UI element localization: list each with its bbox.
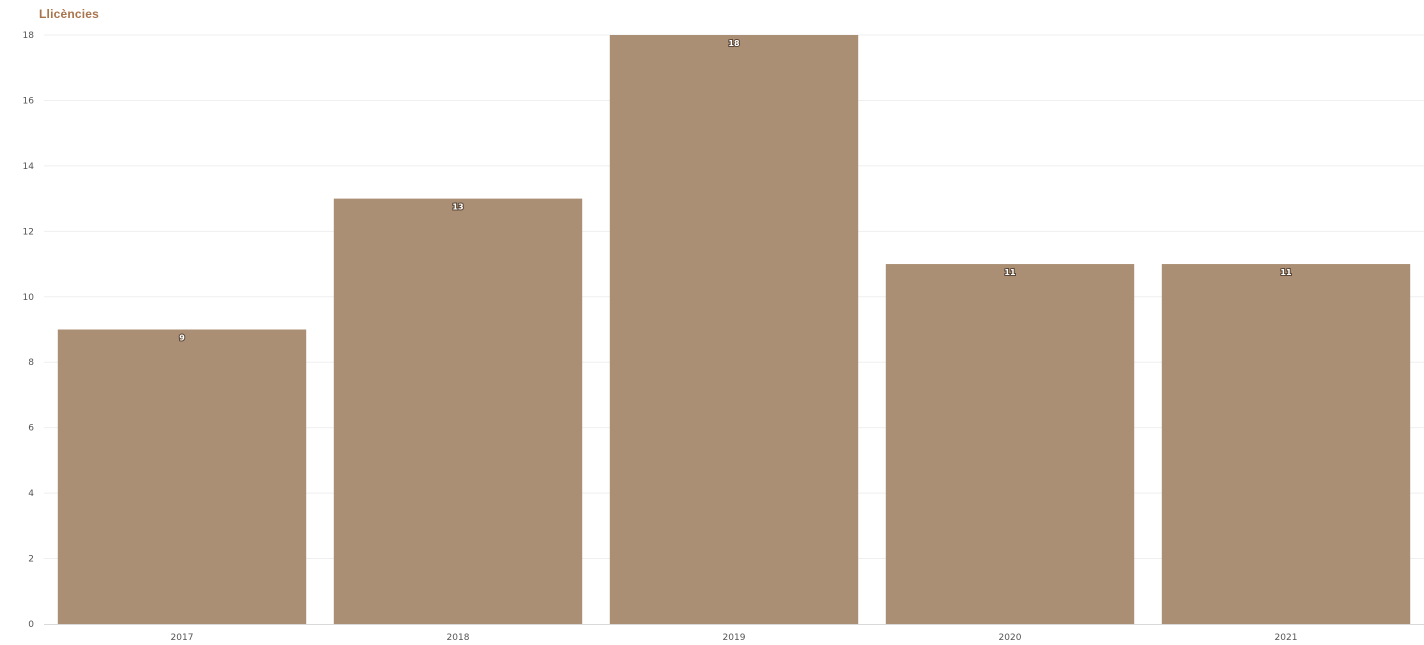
data-label-2019: 18 — [728, 39, 740, 48]
bar-2020[interactable] — [885, 264, 1135, 624]
bar-2017[interactable] — [57, 329, 307, 625]
x-tick-label-2019: 2019 — [723, 633, 746, 643]
x-tick-label-2017: 2017 — [171, 633, 194, 643]
x-tick-label-2018: 2018 — [447, 633, 470, 643]
x-axis: 2017 2018 2019 2020 2021 — [171, 633, 1298, 643]
y-tick-label: 6 — [28, 424, 34, 434]
y-tick-label: 4 — [28, 489, 34, 499]
x-tick-label-2020: 2020 — [999, 633, 1022, 643]
data-label-2018: 13 — [452, 203, 463, 212]
y-tick-label: 8 — [28, 358, 34, 368]
y-axis: 0 2 4 6 8 10 12 14 16 18 — [23, 31, 35, 630]
bar-2019[interactable] — [609, 35, 859, 624]
y-tick-label: 18 — [23, 31, 35, 41]
x-tick-label-2021: 2021 — [1275, 633, 1298, 643]
y-tick-label: 14 — [23, 162, 35, 172]
y-tick-label: 10 — [23, 293, 35, 303]
bars — [57, 35, 1411, 625]
data-label-2017: 9 — [179, 334, 185, 343]
data-label-2020: 11 — [1004, 268, 1016, 277]
data-labels: 9 13 18 11 11 — [178, 38, 1293, 344]
y-tick-label: 0 — [28, 620, 34, 630]
bar-2021[interactable] — [1161, 264, 1411, 624]
y-tick-label: 2 — [28, 555, 34, 565]
chart-title: Llicències — [39, 7, 100, 21]
data-label-2021: 11 — [1280, 268, 1292, 277]
y-tick-label: 16 — [23, 96, 35, 106]
bar-2018[interactable] — [333, 198, 583, 624]
y-tick-label: 12 — [23, 227, 34, 237]
